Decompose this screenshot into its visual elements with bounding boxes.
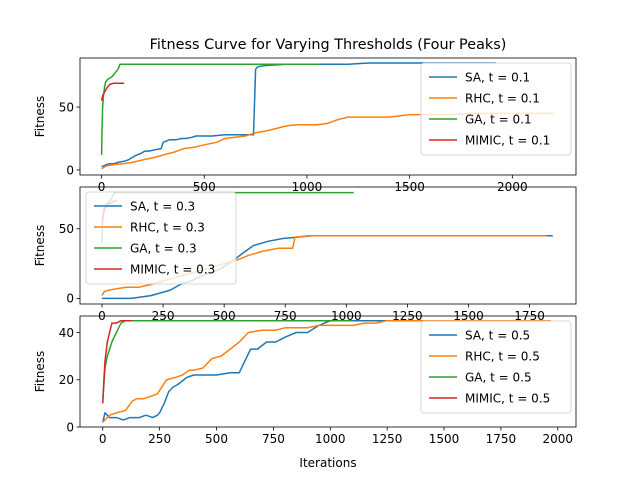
x-tick-label: 1750 <box>486 432 517 446</box>
legend-entry: MIMIC, t = 0.5 <box>465 392 550 406</box>
y-tick-label: 0 <box>66 163 74 177</box>
x-tick-label: 2000 <box>543 432 574 446</box>
legend-entry: GA, t = 0.3 <box>130 242 197 256</box>
legend-entry: SA, t = 0.3 <box>130 200 195 214</box>
legend-entry: RHC, t = 0.1 <box>465 92 540 106</box>
series-line-mimic <box>100 82 125 101</box>
legend: SA, t = 0.1 RHC, t = 0.1 GA, t = 0.1 MIMIC,… <box>420 62 572 156</box>
legend: SA, t = 0.3 RHC, t = 0.3 GA, t = 0.3 MIMIC,… <box>85 191 237 285</box>
x-tick-label: 0 <box>99 432 107 446</box>
y-tick-label: 20 <box>59 373 74 387</box>
subplot-3: 0 250 500 750 1000 1250 1500 1750 2000 0 20 40 Fitne… <box>33 315 577 470</box>
legend-entry: SA, t = 0.5 <box>465 329 530 343</box>
legend-entry: RHC, t = 0.3 <box>130 221 205 235</box>
y-tick-label: 0 <box>66 292 74 306</box>
axes-frame <box>79 315 577 428</box>
y-tick-label: 50 <box>59 222 74 236</box>
series-line-ga <box>102 319 351 399</box>
legend-entry: GA, t = 0.5 <box>465 371 532 385</box>
series-line-ga <box>100 63 320 155</box>
series-line-sa <box>102 319 490 423</box>
legend-entry: GA, t = 0.1 <box>465 113 532 127</box>
x-tick-label: 1250 <box>372 432 403 446</box>
x-tick-label: 1500 <box>429 432 460 446</box>
x-tick-label: 750 <box>262 432 285 446</box>
axes-frame <box>79 57 577 176</box>
legend-box <box>420 62 572 156</box>
legend-entry: MIMIC, t = 0.1 <box>465 134 550 148</box>
y-tick-label: 0 <box>66 420 74 434</box>
series-line-rhc <box>102 319 551 423</box>
legend-entry: RHC, t = 0.5 <box>465 350 540 364</box>
legend: SA, t = 0.5 RHC, t = 0.5 GA, t = 0.5 MIMIC,… <box>420 320 572 414</box>
series-line-sa <box>101 62 496 167</box>
legend-entry: SA, t = 0.1 <box>465 71 530 85</box>
y-axis-label: Fitness <box>33 96 47 138</box>
x-axis-label: Iterations <box>299 456 356 470</box>
y-axis-label: Fitness <box>33 225 47 267</box>
chart-title: Fitness Curve for Varying Thresholds (Fo… <box>150 37 507 53</box>
x-tick-label: 1000 <box>315 432 346 446</box>
legend-box <box>420 320 572 414</box>
axes-frame <box>79 186 577 305</box>
legend-box <box>85 191 237 285</box>
series-line-mimic <box>102 319 133 404</box>
x-tick-label: 250 <box>148 432 171 446</box>
subplot-2: 0 250 500 750 1000 1250 1500 1750050FitnessSA, … <box>33 186 577 323</box>
legend-entry: MIMIC, t = 0.3 <box>130 263 215 277</box>
y-axis-label: Fitness <box>33 351 47 393</box>
x-tick-label: 500 <box>205 432 228 446</box>
y-tick-label: 40 <box>59 326 74 340</box>
y-tick-label: 50 <box>59 100 74 114</box>
